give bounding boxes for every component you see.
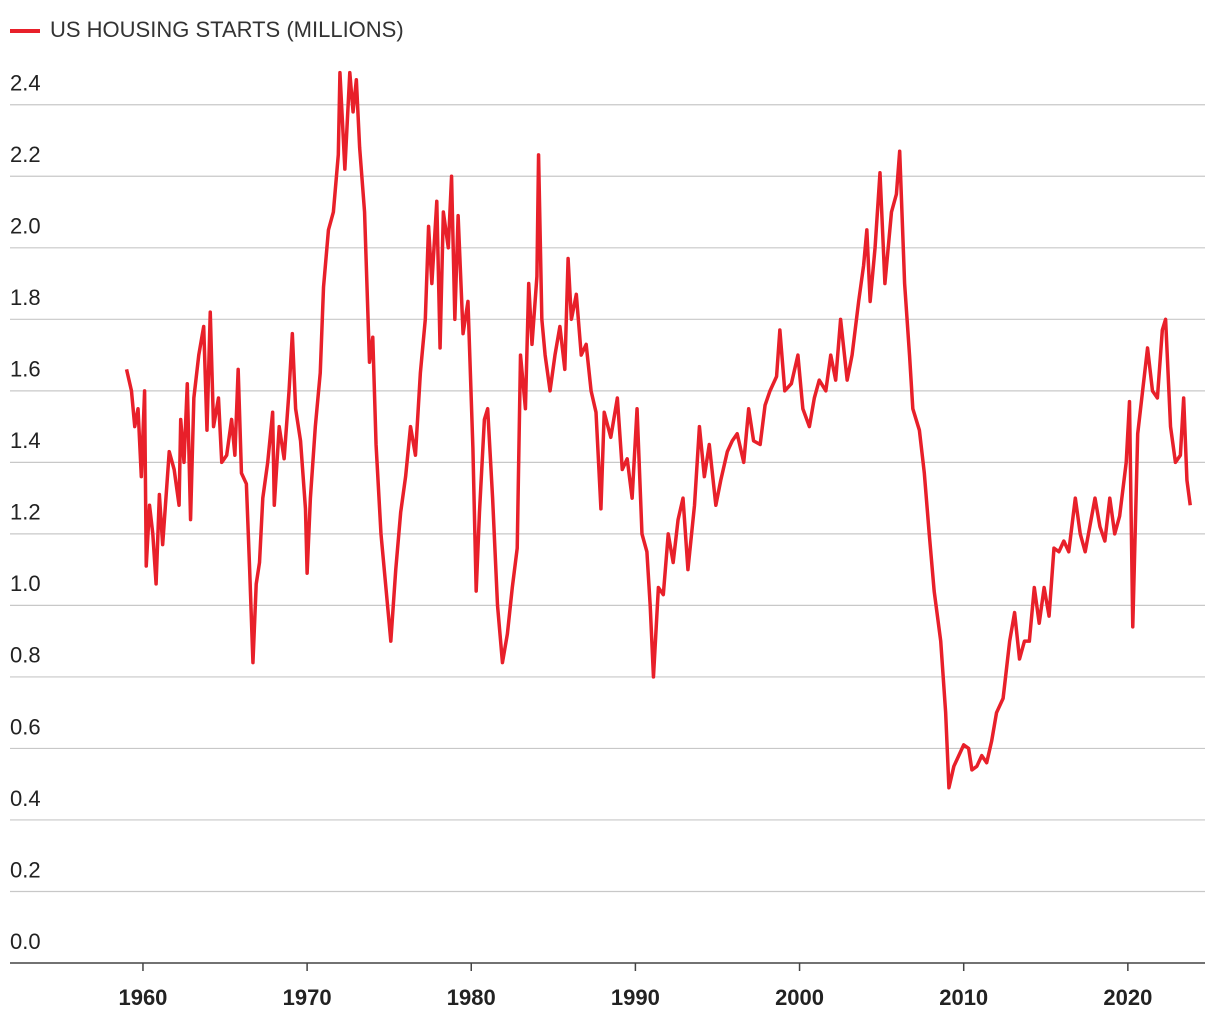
y-tick-label: 0.2 [10, 857, 41, 882]
y-tick-label: 1.8 [10, 285, 41, 310]
x-tick-label: 2010 [939, 985, 988, 1010]
y-tick-label: 1.0 [10, 571, 41, 596]
x-tick-label: 2000 [775, 985, 824, 1010]
y-tick-label: 1.4 [10, 428, 41, 453]
x-tick-label: 1960 [118, 985, 167, 1010]
y-tick-label: 0.4 [10, 786, 41, 811]
y-tick-label: 2.0 [10, 214, 41, 239]
y-tick-label: 2.2 [10, 142, 41, 167]
x-tick-label: 2020 [1103, 985, 1152, 1010]
x-tick-label: 1980 [447, 985, 496, 1010]
y-tick-label: 0.6 [10, 714, 41, 739]
x-tick-label: 1970 [283, 985, 332, 1010]
y-tick-label: 0.8 [10, 643, 41, 668]
y-tick-label: 1.6 [10, 357, 41, 382]
y-tick-label: 2.4 [10, 71, 41, 96]
legend-label: US HOUSING STARTS (MILLIONS) [50, 17, 404, 42]
y-tick-label: 1.2 [10, 500, 41, 525]
x-tick-label: 1990 [611, 985, 660, 1010]
data-line [124, 70, 1192, 790]
y-tick-label: 0.0 [10, 929, 41, 954]
